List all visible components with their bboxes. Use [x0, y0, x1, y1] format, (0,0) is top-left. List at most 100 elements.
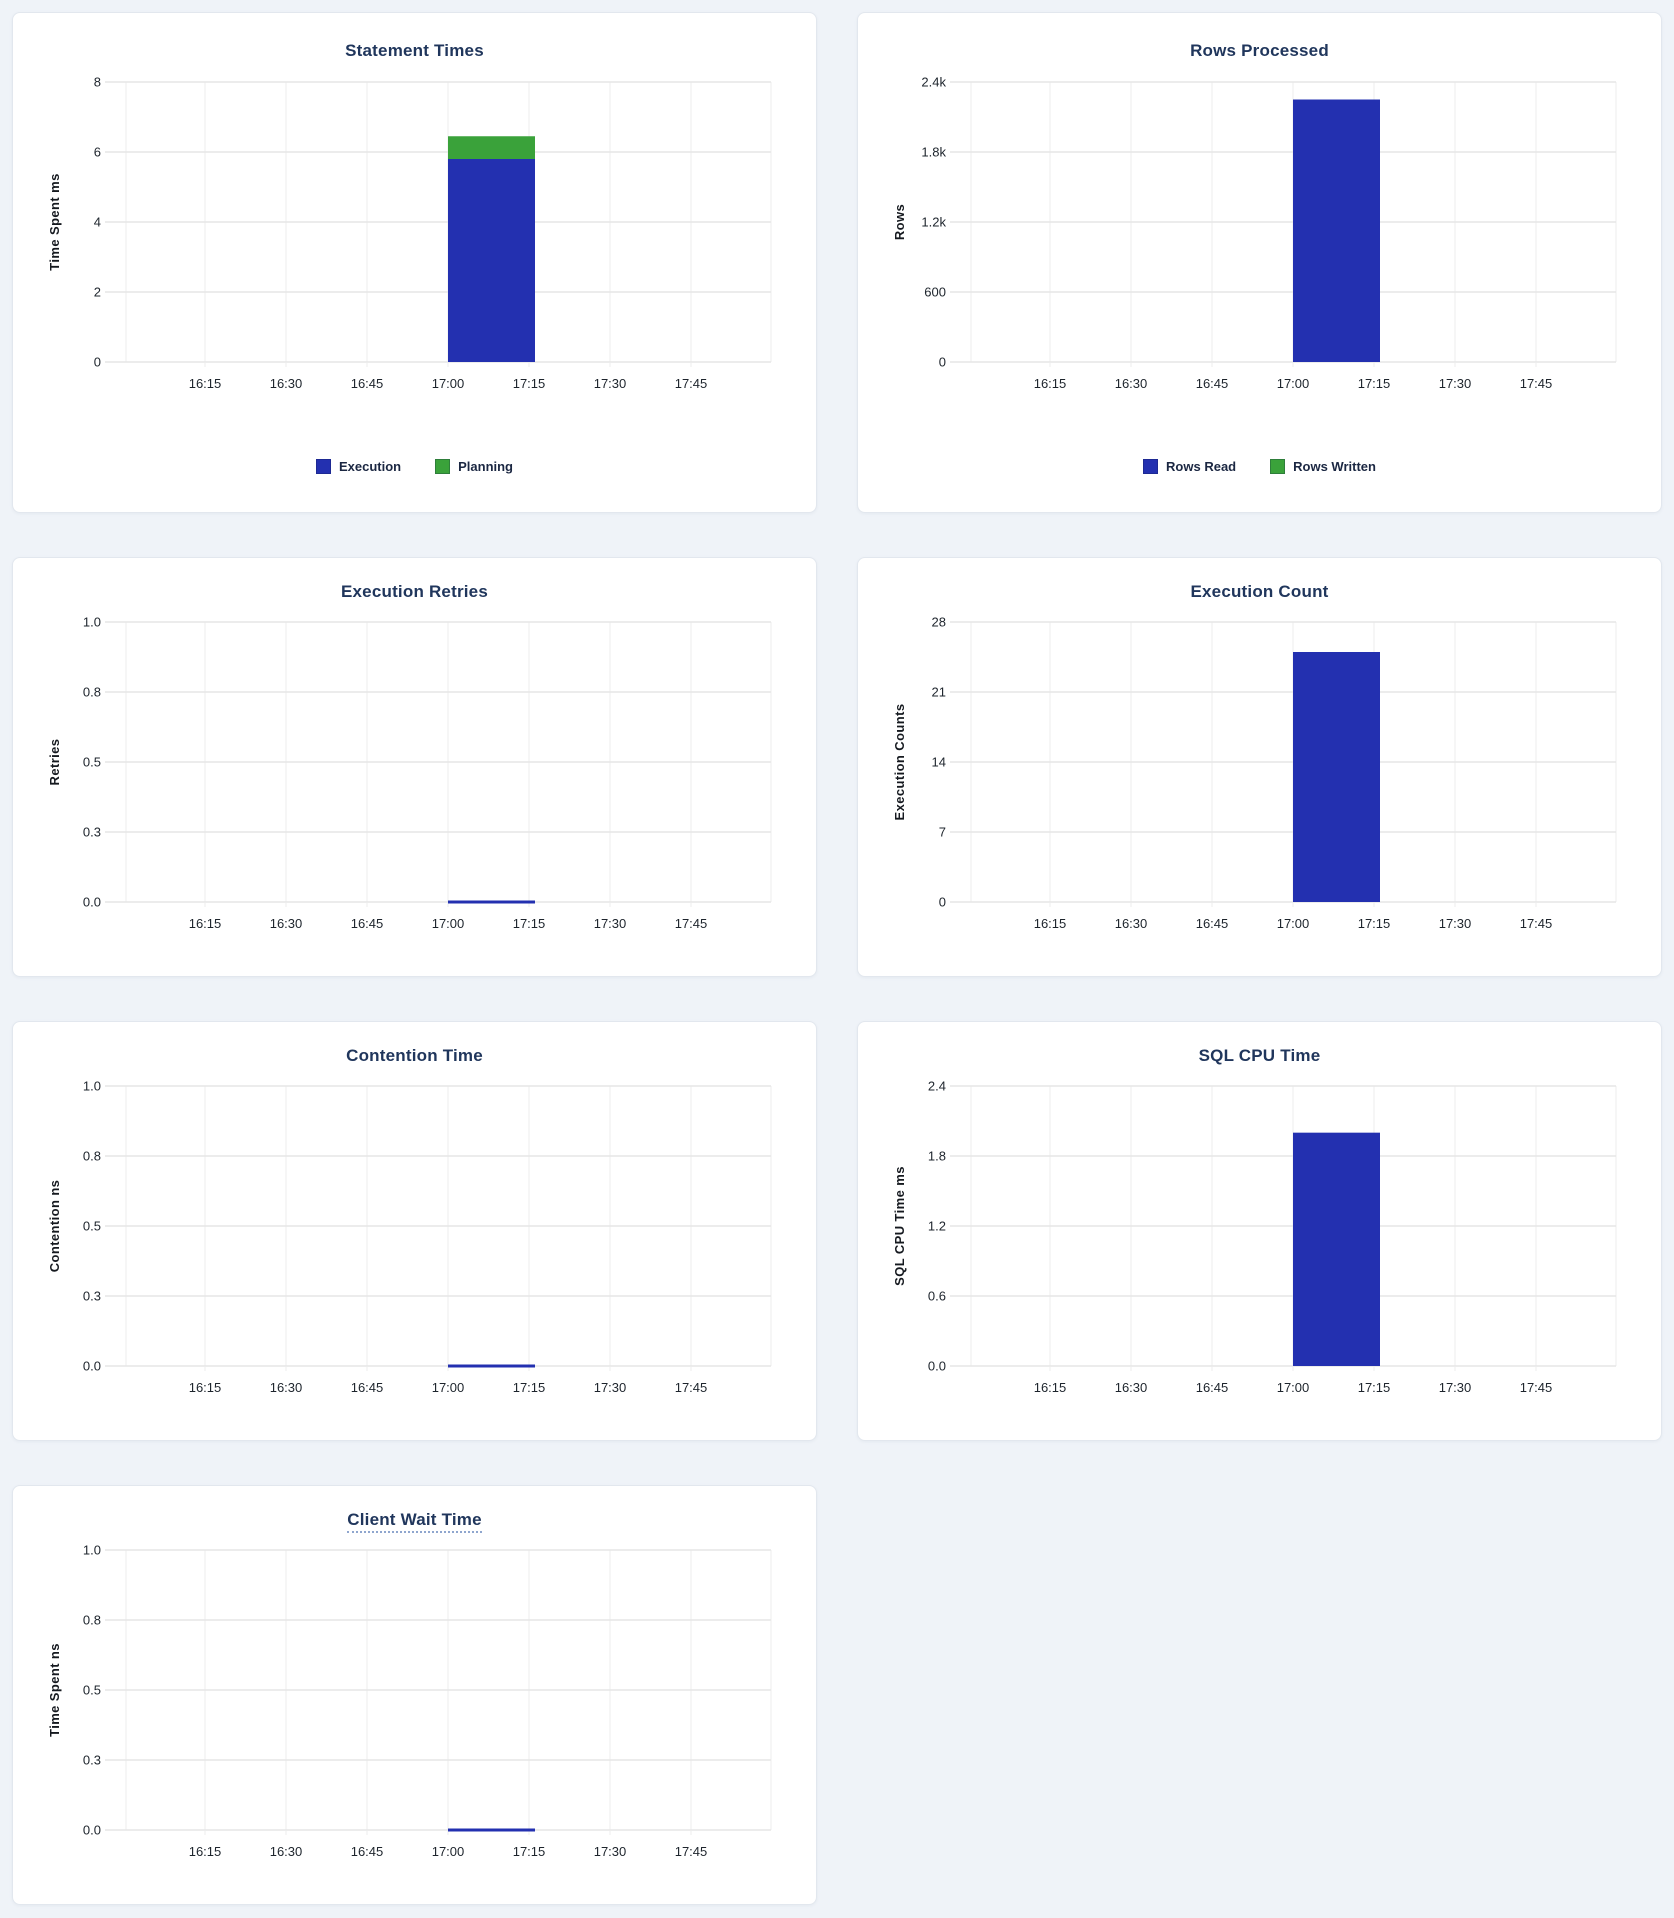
- y-tick-label: 1.0: [83, 1543, 101, 1558]
- chart-card-execution-retries: Execution Retries 1.0 0.8 0.5 0.3 0.0 16:15 16…: [12, 557, 817, 977]
- bar-retries: [448, 900, 535, 904]
- bar-execution: [448, 159, 535, 362]
- y-tick-label: 0.3: [83, 1289, 101, 1304]
- y-axis-label: Time Spent ms: [47, 173, 62, 270]
- x-tick-label: 17:15: [1358, 916, 1391, 931]
- chart-title: Statement Times: [345, 41, 484, 60]
- y-tick-label: 600: [924, 285, 946, 300]
- chart-title-link[interactable]: Client Wait Time: [347, 1510, 482, 1533]
- x-tick-label: 17:30: [594, 1844, 627, 1859]
- legend-swatch-execution: [315, 459, 331, 474]
- chart-plot: 1.0 0.8 0.5 0.3 0.0 16:15 16:30 16:45 17:00 17:15…: [13, 1536, 816, 1881]
- y-tick-label: 0.8: [83, 1613, 101, 1628]
- chart-card-statement-times: Statement Times 8 6 4 2 0 16:15 16:30 16:45 17:0…: [12, 12, 817, 513]
- x-tick-label: 16:45: [351, 376, 384, 391]
- legend-label: Planning: [458, 459, 513, 474]
- x-tick-label: 16:45: [351, 1380, 384, 1395]
- chart-card-execution-count: Execution Count 28 21 14 7 0 16:15 16:30 16:45 1…: [857, 557, 1662, 977]
- legend-label: Rows Written: [1293, 459, 1376, 474]
- x-tick-label: 16:30: [270, 376, 303, 391]
- x-tick-label: 17:30: [594, 916, 627, 931]
- x-tick-label: 17:45: [675, 376, 708, 391]
- bar-planning: [448, 136, 535, 159]
- y-tick-label: 1.0: [83, 1079, 101, 1094]
- x-tick-label: 17:00: [1277, 376, 1310, 391]
- chart-plot: 8 6 4 2 0 16:15 16:30 16:45 17:00 17:15 17:30 17:45…: [13, 68, 816, 413]
- y-tick-label: 0.5: [83, 1219, 101, 1234]
- legend-item: Execution: [315, 459, 402, 474]
- chart-svg: 28 21 14 7 0 16:15 16:30 16:45 17:00 17:15 17:30 17…: [892, 615, 1617, 931]
- chart-svg: 1.0 0.8 0.5 0.3 0.0 16:15 16:30 16:45 17:00 17:15…: [47, 1543, 772, 1859]
- x-tick-label: 17:00: [1277, 916, 1310, 931]
- x-tick-label: 17:45: [675, 1380, 708, 1395]
- x-tick-label: 17:15: [513, 916, 546, 931]
- x-tick-label: 17:30: [594, 376, 627, 391]
- y-tick-label: 0.0: [83, 1359, 101, 1374]
- y-tick-label: 21: [932, 685, 946, 700]
- y-tick-label: 2.4: [928, 1079, 946, 1094]
- x-tick-label: 17:00: [432, 916, 465, 931]
- y-axis-label: Contention ns: [47, 1180, 62, 1273]
- y-tick-label: 0.0: [83, 895, 101, 910]
- legend-swatch-planning: [435, 459, 451, 474]
- y-tick-label: 0.8: [83, 685, 101, 700]
- y-tick-label: 2: [94, 285, 101, 300]
- chart-plot: 1.0 0.8 0.5 0.3 0.0 16:15 16:30 16:45 17:00 17:15…: [13, 608, 816, 953]
- x-tick-label: 17:15: [513, 376, 546, 391]
- y-tick-label: 1.2: [928, 1219, 946, 1234]
- y-tick-label: 0: [94, 355, 101, 370]
- x-tick-label: 16:30: [1115, 376, 1148, 391]
- x-tick-label: 16:15: [1034, 1380, 1067, 1395]
- x-tick-label: 17:15: [1358, 376, 1391, 391]
- x-tick-label: 16:45: [1196, 916, 1229, 931]
- x-tick-label: 16:45: [351, 916, 384, 931]
- x-tick-label: 16:15: [189, 376, 222, 391]
- bar-client-wait: [448, 1828, 535, 1832]
- y-axis-label: Execution Counts: [892, 704, 907, 821]
- x-tick-label: 16:15: [189, 1380, 222, 1395]
- x-tick-label: 17:00: [432, 1844, 465, 1859]
- legend-swatch-rows-written: [1270, 459, 1286, 474]
- chart-title: Execution Count: [1190, 582, 1329, 601]
- y-tick-label: 1.2k: [921, 215, 946, 230]
- chart-title: Rows Processed: [1190, 41, 1329, 60]
- x-tick-label: 17:30: [594, 1380, 627, 1395]
- x-tick-label: 16:15: [1034, 376, 1067, 391]
- legend-label: Execution: [338, 459, 402, 474]
- y-axis-label: Rows: [892, 204, 907, 240]
- x-tick-label: 16:30: [270, 1844, 303, 1859]
- x-tick-label: 16:30: [270, 916, 303, 931]
- x-tick-label: 16:30: [1115, 1380, 1148, 1395]
- bar-contention: [448, 1364, 535, 1368]
- x-tick-label: 16:45: [1196, 376, 1229, 391]
- y-tick-label: 0: [939, 895, 946, 910]
- y-tick-label: 0: [939, 355, 946, 370]
- y-tick-label: 1.8k: [921, 145, 946, 160]
- y-tick-label: 0.6: [928, 1289, 946, 1304]
- x-tick-label: 17:30: [1439, 916, 1472, 931]
- y-tick-label: 7: [939, 825, 946, 840]
- x-tick-label: 16:45: [1196, 1380, 1229, 1395]
- chart-card-rows-processed: Rows Processed 2.4k 1.8k 1.2k 600 0 16:15 16:3…: [857, 12, 1662, 513]
- chart-svg: 1.0 0.8 0.5 0.3 0.0 16:15 16:30 16:45 17:00 17:15…: [47, 1079, 772, 1395]
- chart-title: Execution Retries: [340, 582, 488, 601]
- y-tick-label: 4: [94, 215, 101, 230]
- x-tick-label: 17:45: [1520, 1380, 1553, 1395]
- x-tick-label: 17:45: [1520, 376, 1553, 391]
- legend-item: Planning: [435, 459, 513, 474]
- chart-title: Contention Time: [346, 1046, 483, 1065]
- chart-svg: 2.4 1.8 1.2 0.6 0.0 16:15 16:30 16:45 17:00 17:15…: [892, 1079, 1617, 1395]
- chart-svg: 1.0 0.8 0.5 0.3 0.0 16:15 16:30 16:45 17:00 17:15…: [47, 615, 772, 931]
- legend-label: Rows Read: [1166, 459, 1237, 474]
- x-tick-label: 16:15: [189, 1844, 222, 1859]
- x-tick-label: 17:00: [432, 1380, 465, 1395]
- legend-item: Rows Written: [1270, 459, 1376, 474]
- y-tick-label: 1.8: [928, 1149, 946, 1164]
- chart-svg: 8 6 4 2 0 16:15 16:30 16:45 17:00 17:15 17:30 17:45…: [47, 75, 772, 391]
- y-tick-label: 2.4k: [921, 75, 946, 90]
- legend-item: Rows Read: [1143, 459, 1236, 474]
- bar-rows-read: [1293, 99, 1380, 362]
- y-tick-label: 14: [932, 755, 946, 770]
- x-tick-label: 17:15: [513, 1380, 546, 1395]
- chart-card-sql-cpu-time: SQL CPU Time 2.4 1.8 1.2 0.6 0.0 16:15 16:30 16…: [857, 1021, 1662, 1441]
